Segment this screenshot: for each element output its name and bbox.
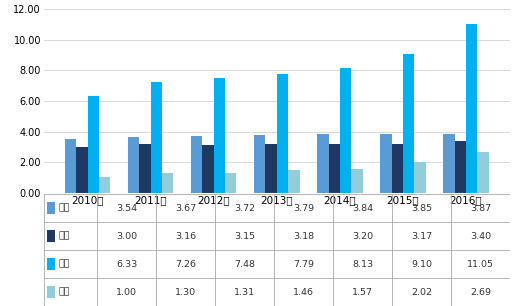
Text: 1.57: 1.57	[352, 288, 373, 297]
Bar	[162, 173, 174, 193]
Text: 3.17: 3.17	[411, 232, 432, 241]
Text: 1.31: 1.31	[234, 288, 255, 297]
Bar	[214, 78, 225, 193]
Bar	[202, 145, 214, 193]
Text: 1.46: 1.46	[293, 288, 314, 297]
Bar	[88, 96, 99, 193]
Text: 3.15: 3.15	[234, 232, 255, 241]
Text: 7.79: 7.79	[293, 259, 314, 269]
Text: 3.79: 3.79	[293, 204, 314, 213]
Bar	[46, 202, 55, 214]
Bar	[46, 230, 55, 242]
Text: 11.05: 11.05	[467, 259, 494, 269]
Bar	[288, 170, 300, 193]
Text: 3.00: 3.00	[116, 232, 138, 241]
Text: 北美: 北美	[59, 204, 70, 213]
Text: 3.87: 3.87	[470, 204, 491, 213]
Bar	[46, 258, 55, 270]
Bar	[151, 82, 162, 193]
Bar	[391, 144, 403, 193]
Bar	[466, 24, 477, 193]
Text: 1.30: 1.30	[175, 288, 196, 297]
Bar	[65, 139, 76, 193]
Bar	[99, 177, 110, 193]
Bar	[277, 74, 288, 193]
Bar	[443, 133, 455, 193]
Bar	[46, 286, 55, 298]
Text: 8.13: 8.13	[352, 259, 373, 269]
Bar	[403, 54, 414, 193]
Text: 2.69: 2.69	[470, 288, 491, 297]
Bar	[477, 151, 489, 193]
Bar	[414, 162, 425, 193]
Text: 亚太: 亚太	[59, 259, 70, 269]
Bar	[76, 147, 88, 193]
Text: 3.18: 3.18	[293, 232, 314, 241]
Text: 3.67: 3.67	[175, 204, 196, 213]
Text: 1.00: 1.00	[116, 288, 138, 297]
Bar	[254, 135, 265, 193]
Text: 3.85: 3.85	[411, 204, 432, 213]
Bar	[329, 144, 340, 193]
Text: 欧洲: 欧洲	[59, 232, 70, 241]
Text: 6.33: 6.33	[116, 259, 138, 269]
Bar	[225, 173, 236, 193]
Text: 3.54: 3.54	[116, 204, 138, 213]
Text: 3.40: 3.40	[470, 232, 491, 241]
Text: 7.26: 7.26	[175, 259, 196, 269]
Bar	[455, 141, 466, 193]
Text: 3.16: 3.16	[175, 232, 196, 241]
Bar	[317, 134, 329, 193]
Text: 3.20: 3.20	[352, 232, 373, 241]
Text: 7.48: 7.48	[234, 259, 255, 269]
Text: 3.84: 3.84	[352, 204, 373, 213]
Bar	[340, 68, 351, 193]
Bar	[351, 169, 363, 193]
Bar	[128, 136, 140, 193]
Bar	[380, 134, 391, 193]
Bar	[191, 136, 202, 193]
Text: 3.72: 3.72	[234, 204, 255, 213]
Text: 9.10: 9.10	[411, 259, 432, 269]
Bar	[140, 144, 151, 193]
Bar	[265, 144, 277, 193]
Text: 其他: 其他	[59, 288, 70, 297]
Text: 2.02: 2.02	[411, 288, 432, 297]
